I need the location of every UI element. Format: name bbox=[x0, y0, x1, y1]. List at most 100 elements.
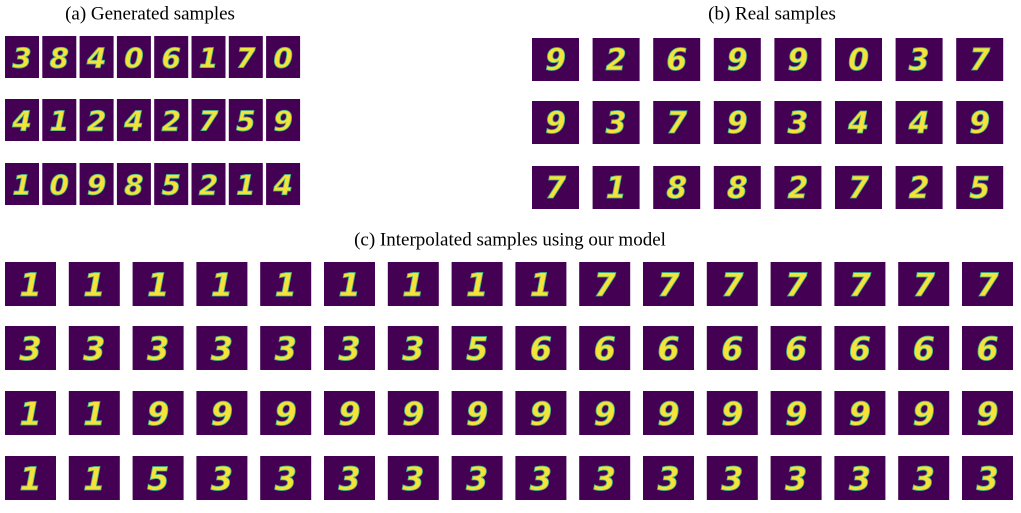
digit: 3 bbox=[657, 460, 679, 498]
figure: (a) Generated samples (b) Real samples (… bbox=[0, 0, 1021, 513]
digit: 9 bbox=[545, 43, 566, 78]
digit: 7 bbox=[236, 42, 256, 75]
digit: 5 bbox=[147, 460, 169, 498]
digit: 0 bbox=[273, 42, 292, 75]
digit: 1 bbox=[275, 266, 297, 304]
digit: 3 bbox=[913, 460, 935, 498]
digit: 1 bbox=[83, 266, 105, 304]
digit: 6 bbox=[666, 43, 687, 78]
digit: 9 bbox=[721, 395, 743, 433]
digit: 6 bbox=[976, 330, 998, 368]
digit: 1 bbox=[19, 266, 41, 304]
digit: 4 bbox=[847, 106, 869, 141]
digit: 1 bbox=[338, 266, 360, 304]
digit: 6 bbox=[594, 330, 616, 368]
digit: 9 bbox=[275, 395, 297, 433]
digit: 9 bbox=[530, 395, 552, 433]
digit: 9 bbox=[147, 395, 169, 433]
digit: 3 bbox=[275, 460, 297, 498]
digit: 1 bbox=[19, 460, 41, 498]
digit: 3 bbox=[275, 330, 297, 368]
digit: 9 bbox=[594, 395, 616, 433]
digit: 3 bbox=[606, 106, 627, 141]
digit: 9 bbox=[913, 395, 935, 433]
digit: 8 bbox=[727, 171, 748, 206]
digit: 9 bbox=[338, 395, 360, 433]
digit: 6 bbox=[721, 330, 743, 368]
digit: 9 bbox=[545, 106, 566, 141]
panel-caption: (a) Generated samples bbox=[65, 3, 235, 24]
digit: 8 bbox=[666, 171, 687, 206]
digit: 0 bbox=[848, 43, 869, 78]
digit: 3 bbox=[849, 460, 871, 498]
digit: 7 bbox=[976, 266, 999, 304]
digit: 5 bbox=[466, 330, 488, 368]
digit: 9 bbox=[785, 395, 807, 433]
digit: 6 bbox=[913, 330, 935, 368]
digit: 3 bbox=[402, 330, 424, 368]
digit: 9 bbox=[211, 395, 233, 433]
digit: 7 bbox=[848, 171, 869, 206]
panel-caption: (c) Interpolated samples using our model bbox=[354, 229, 666, 250]
digit: 7 bbox=[785, 266, 808, 304]
digit: 1 bbox=[466, 266, 488, 304]
digit: 3 bbox=[402, 460, 424, 498]
digit: 5 bbox=[161, 169, 180, 202]
digit: 7 bbox=[199, 105, 219, 138]
digit: 3 bbox=[147, 330, 169, 368]
digit: 1 bbox=[199, 42, 218, 75]
digit: 3 bbox=[976, 460, 998, 498]
digit: 1 bbox=[236, 169, 255, 202]
digit: 6 bbox=[849, 330, 871, 368]
digit: 1 bbox=[83, 395, 105, 433]
digit: 5 bbox=[969, 171, 990, 206]
digit: 4 bbox=[11, 105, 31, 138]
digit: 3 bbox=[338, 330, 360, 368]
digit: 3 bbox=[338, 460, 360, 498]
digit: 3 bbox=[211, 330, 233, 368]
digit: 7 bbox=[666, 106, 687, 141]
digit: 2 bbox=[909, 171, 930, 206]
digit: 2 bbox=[199, 169, 218, 202]
digit: 5 bbox=[236, 105, 255, 138]
digit: 7 bbox=[545, 171, 566, 206]
digit: 9 bbox=[787, 43, 808, 78]
digit: 3 bbox=[787, 106, 808, 141]
digit: 1 bbox=[12, 169, 31, 202]
digit: 9 bbox=[657, 395, 679, 433]
digit: 8 bbox=[50, 42, 69, 75]
digit: 4 bbox=[908, 106, 930, 141]
digit: 9 bbox=[969, 106, 990, 141]
digit: 7 bbox=[721, 266, 744, 304]
digit: 6 bbox=[161, 42, 180, 75]
digit: 7 bbox=[969, 43, 990, 78]
digit: 1 bbox=[83, 460, 105, 498]
digit: 7 bbox=[594, 266, 617, 304]
digit: 9 bbox=[849, 395, 871, 433]
digit: 9 bbox=[976, 395, 998, 433]
digit: 3 bbox=[530, 460, 552, 498]
digit: 3 bbox=[721, 460, 743, 498]
digit: 2 bbox=[87, 105, 106, 138]
digit: 4 bbox=[86, 42, 106, 75]
digit: 3 bbox=[83, 330, 105, 368]
digit: 3 bbox=[909, 43, 930, 78]
digit: 1 bbox=[530, 266, 552, 304]
digit: 0 bbox=[124, 42, 143, 75]
digit: 3 bbox=[594, 460, 616, 498]
digit: 2 bbox=[161, 105, 180, 138]
digit: 9 bbox=[727, 106, 748, 141]
digit: 9 bbox=[402, 395, 424, 433]
digit: 3 bbox=[19, 330, 41, 368]
digit: 3 bbox=[211, 460, 233, 498]
digit: 3 bbox=[785, 460, 807, 498]
digit: 9 bbox=[87, 169, 106, 202]
digit: 8 bbox=[124, 169, 143, 202]
digit: 0 bbox=[50, 169, 69, 202]
digit: 6 bbox=[657, 330, 679, 368]
digit: 1 bbox=[402, 266, 424, 304]
digit: 1 bbox=[606, 171, 627, 206]
digit: 9 bbox=[466, 395, 488, 433]
digit: 9 bbox=[727, 43, 748, 78]
digit: 4 bbox=[272, 169, 292, 202]
